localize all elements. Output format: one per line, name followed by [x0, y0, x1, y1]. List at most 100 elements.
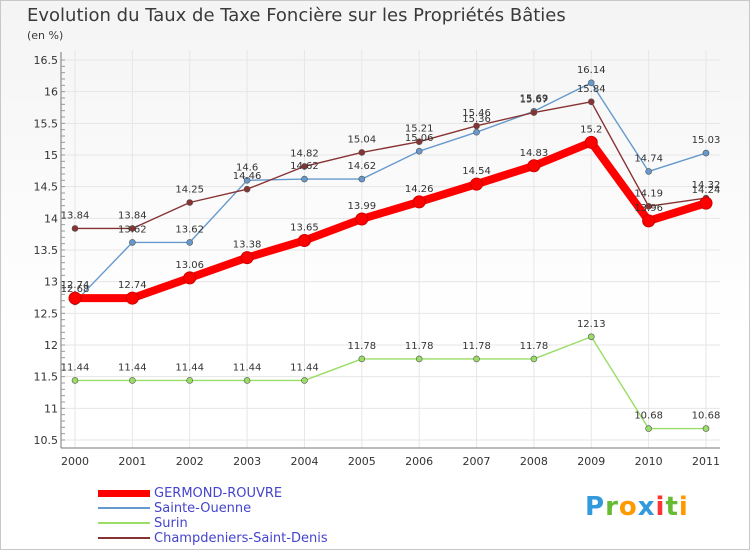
data-label: 14.6: [236, 162, 258, 173]
data-label: 11.44: [233, 362, 262, 373]
y-tick-label: 15: [44, 149, 58, 162]
legend-label: Surin: [154, 515, 188, 531]
data-point: [415, 138, 423, 145]
data-point: [527, 159, 541, 173]
data-label: 15.03: [692, 135, 721, 146]
data-point: [243, 177, 251, 184]
data-point: [186, 199, 194, 206]
data-point: [71, 377, 79, 384]
data-label: 11.44: [290, 362, 319, 373]
data-point: [186, 377, 194, 384]
series-group: [68, 79, 713, 432]
data-point: [415, 355, 423, 363]
data-label: 15.46: [462, 108, 491, 119]
x-tick-label: 2005: [348, 455, 376, 468]
data-label: 11.44: [61, 362, 90, 373]
data-point: [301, 377, 308, 384]
data-point: [645, 425, 652, 432]
y-tick-label: 16.5: [34, 54, 59, 67]
data-point: [243, 185, 251, 193]
data-point: [530, 355, 538, 363]
series-line-sainte-ouenne: [74, 82, 707, 303]
data-label: 11.78: [462, 341, 491, 352]
x-tick-label: 2011: [692, 455, 720, 468]
y-tick-label: 16: [44, 86, 58, 99]
data-label: 14.83: [520, 148, 549, 159]
data-point: [297, 234, 311, 247]
data-point: [358, 355, 366, 363]
data-point: [645, 168, 652, 175]
data-point: [702, 425, 710, 432]
y-tick-label: 12.5: [34, 307, 59, 320]
data-label: 11.44: [175, 362, 204, 373]
data-label: 11.44: [118, 362, 147, 373]
data-point: [358, 175, 366, 183]
legend-label: GERMOND-ROUVRE: [154, 485, 283, 501]
data-label: 11.78: [405, 341, 434, 352]
data-label: 12.13: [577, 319, 606, 330]
axes: 10.5 11 11.5 12 12.5 13 13.5 14 14.5 15 15.5 16 16.5…: [34, 52, 720, 468]
data-point: [71, 225, 79, 232]
data-point: [240, 251, 254, 265]
data-label: 13.84: [118, 210, 147, 221]
data-label: 15.84: [577, 84, 606, 95]
data-label: 15.69: [520, 93, 549, 104]
y-tick-label: 13: [44, 276, 58, 289]
legend-swatch: [98, 537, 150, 539]
x-tick-label: 2001: [118, 455, 146, 468]
data-label: 14.62: [347, 161, 376, 172]
x-tick-label: 2008: [520, 455, 548, 468]
data-label: 13.99: [347, 201, 376, 212]
data-point: [301, 163, 308, 170]
data-label: 13.06: [175, 260, 204, 271]
data-point: [301, 175, 308, 183]
data-point: [473, 355, 480, 363]
data-point: [183, 271, 197, 285]
data-point: [68, 291, 82, 305]
data-label: 16.14: [577, 65, 606, 76]
data-point: [358, 149, 366, 156]
data-label: 14.74: [634, 153, 663, 164]
data-label: 12.68: [61, 284, 90, 295]
data-point: [129, 225, 136, 232]
data-label: 15.04: [347, 134, 376, 145]
series-line-germond-rouvre: [71, 138, 710, 303]
data-label: 11.78: [347, 341, 376, 352]
series-line-champdeniers-saint-denis: [74, 101, 707, 230]
series-line-surin: [74, 336, 707, 430]
data-label: 10.68: [692, 411, 721, 422]
data-label: 13.38: [233, 240, 262, 251]
data-point: [702, 149, 710, 157]
data-point: [642, 214, 656, 228]
legend-item: Champdeniers-Saint-Denis: [98, 531, 328, 546]
data-point: [470, 177, 484, 191]
legend-label: Sainte-Ouenne: [154, 500, 252, 516]
x-tick-label: 2000: [61, 455, 89, 468]
data-point: [125, 291, 139, 305]
legend-item: Sainte-Ouenne: [98, 500, 252, 516]
legend-item: Surin: [98, 515, 188, 531]
data-point: [412, 195, 426, 209]
y-tick-label: 12: [44, 339, 58, 352]
x-tick-label: 2004: [290, 455, 318, 468]
data-label: 15.2: [580, 124, 602, 135]
data-label: 12.74: [118, 280, 147, 291]
data-label: 14.19: [634, 188, 663, 199]
data-label: 14.26: [405, 184, 434, 195]
x-tick-label: 2006: [405, 455, 433, 468]
legend-swatch: [98, 507, 150, 509]
y-tick-label: 15.5: [34, 117, 59, 130]
data-point: [473, 122, 480, 130]
chart-title: Evolution du Taux de Taxe Foncière sur l…: [27, 5, 566, 26]
data-label: 15.36: [462, 114, 491, 125]
data-point: [129, 239, 136, 246]
legend-item: GERMOND-ROUVRE: [98, 485, 283, 501]
y-tick-label: 14.5: [34, 181, 59, 194]
data-point: [243, 377, 251, 384]
data-label: 13.65: [290, 223, 319, 234]
y-tick-label: 11: [44, 402, 58, 415]
data-label: 10.68: [634, 411, 663, 422]
data-point: [587, 333, 595, 341]
y-tick-label: 11.5: [34, 371, 59, 384]
